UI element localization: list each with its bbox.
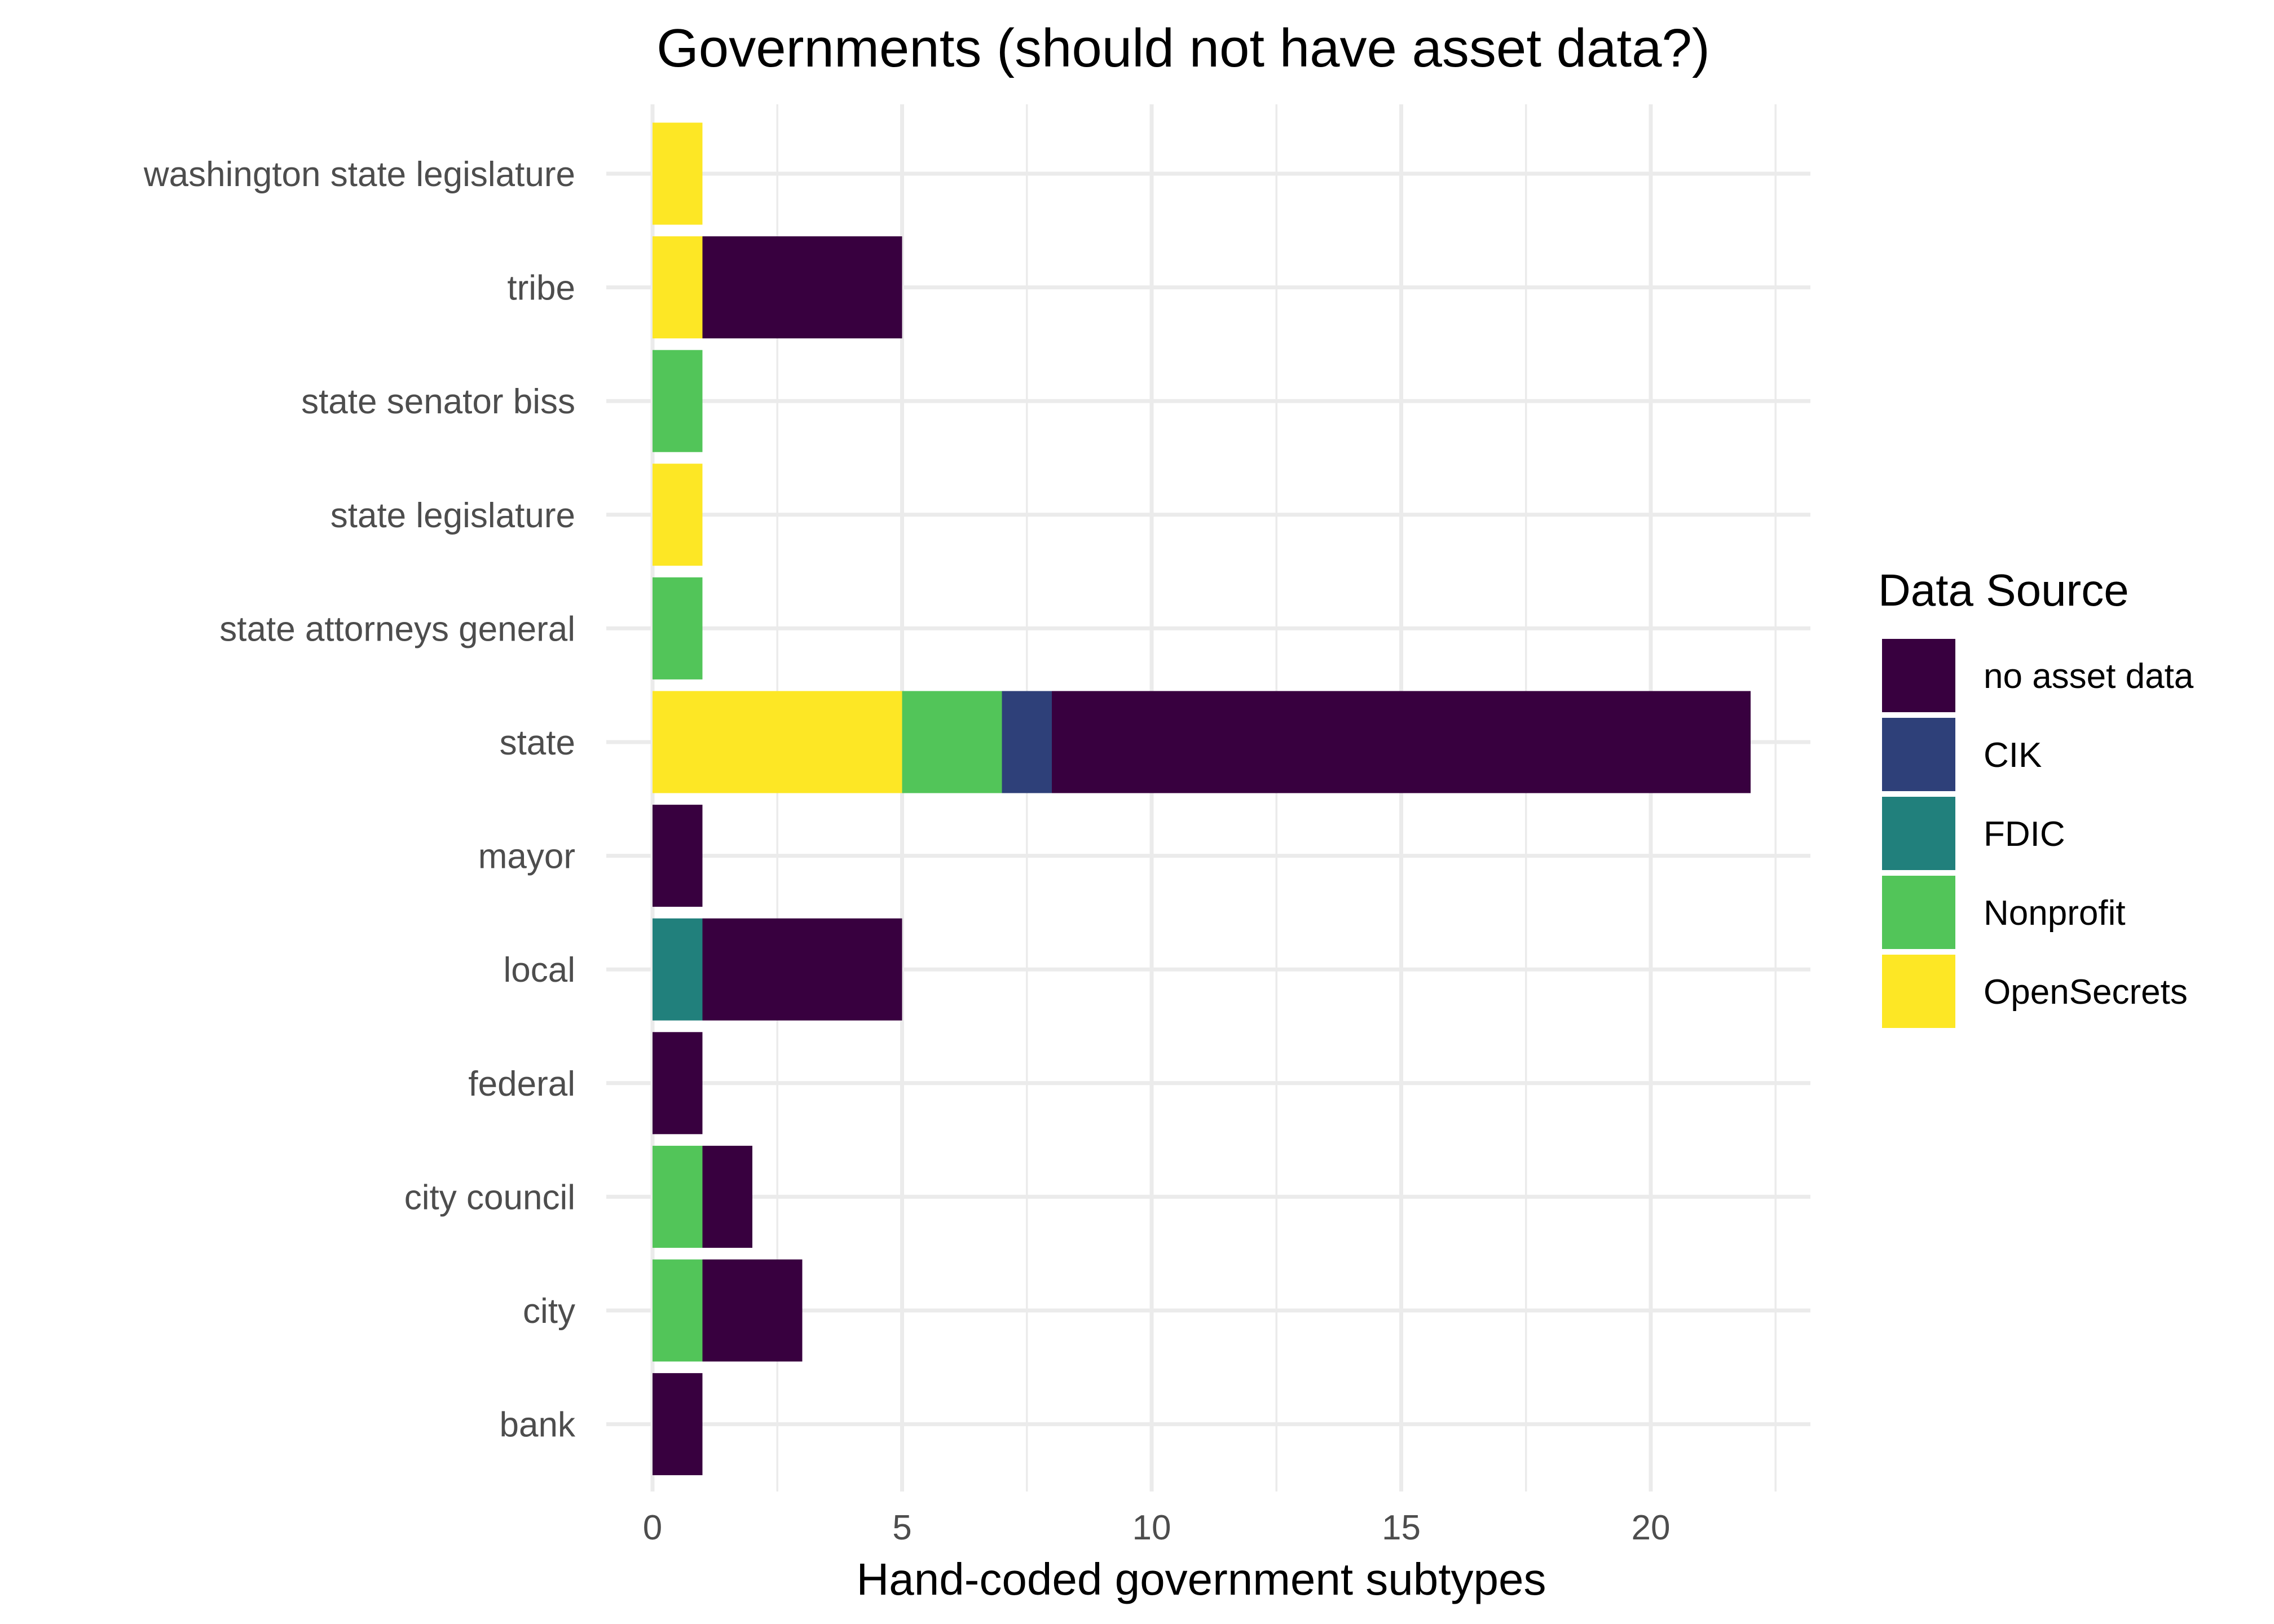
- legend-label: no asset data: [1984, 657, 2194, 696]
- x-axis-tick-labels: 0 5 10 15 20: [643, 1508, 1671, 1547]
- x-tick-label: 15: [1382, 1508, 1421, 1547]
- y-tick-label: state legislature: [330, 496, 575, 535]
- bar-segment: [902, 691, 1002, 793]
- bar-segment: [653, 464, 703, 566]
- bar-segment: [653, 122, 703, 225]
- y-tick-label: washington state legislature: [143, 155, 575, 194]
- chart-title: Governments (should not have asset data?…: [656, 18, 1710, 78]
- bar-segment: [653, 691, 902, 793]
- y-tick-label: local: [503, 951, 575, 990]
- y-tick-label: state: [500, 723, 575, 762]
- bar-segment: [1002, 691, 1052, 793]
- legend-key: [1882, 955, 1955, 1028]
- legend-label: Nonprofit: [1984, 894, 2126, 933]
- legend-label: CIK: [1984, 736, 2042, 775]
- legend-key: [1882, 718, 1955, 791]
- y-tick-label: bank: [500, 1406, 576, 1445]
- bar-segment: [1052, 691, 1751, 793]
- bar-segment: [653, 350, 703, 452]
- bar-segment: [653, 918, 703, 1021]
- bar-segment: [653, 1145, 703, 1248]
- bar-segment: [653, 1032, 703, 1135]
- legend-label: FDIC: [1984, 815, 2065, 854]
- legend-key: [1882, 639, 1955, 712]
- bar-segment: [653, 1373, 703, 1476]
- legend-key: [1882, 876, 1955, 949]
- x-tick-label: 10: [1132, 1508, 1171, 1547]
- bar-segment: [702, 236, 902, 339]
- bar-segment: [653, 236, 703, 339]
- y-tick-label: federal: [468, 1065, 575, 1104]
- legend-entries: no asset data CIK FDIC Nonprofit OpenSecrets: [1882, 639, 2194, 1028]
- y-tick-label: state senator biss: [301, 382, 575, 421]
- bars: [653, 122, 1751, 1476]
- bar-segment: [702, 1259, 803, 1362]
- bar-segment: [653, 805, 703, 907]
- x-axis-title: Hand-coded government subtypes: [857, 1554, 1546, 1604]
- y-tick-label: tribe: [507, 269, 575, 308]
- legend-key: [1882, 797, 1955, 870]
- bar-segment: [702, 1145, 752, 1248]
- x-tick-label: 5: [892, 1508, 911, 1547]
- y-tick-label: city: [523, 1292, 575, 1331]
- legend-label: OpenSecrets: [1984, 973, 2188, 1012]
- bar-segment: [653, 577, 703, 679]
- legend: Data Source no asset data CIK FDIC Nonprofi…: [1878, 565, 2194, 1028]
- x-tick-label: 0: [643, 1508, 662, 1547]
- bar-segment: [653, 1259, 703, 1362]
- grid-lines: [606, 104, 1810, 1491]
- legend-title: Data Source: [1878, 565, 2129, 615]
- x-tick-label: 20: [1632, 1508, 1671, 1547]
- y-axis-tick-labels: washington state legislature tribe state s…: [143, 155, 576, 1445]
- y-tick-label: city council: [404, 1178, 575, 1217]
- bar-segment: [702, 918, 902, 1021]
- y-tick-label: state attorneys general: [219, 610, 575, 648]
- y-tick-label: mayor: [478, 837, 575, 876]
